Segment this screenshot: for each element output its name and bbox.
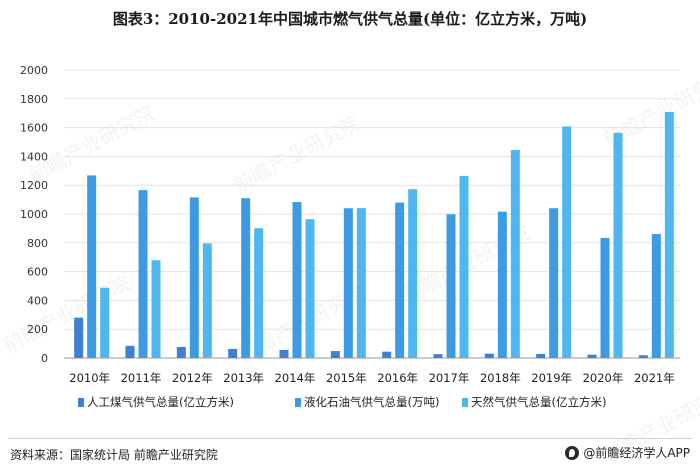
bar <box>638 355 648 358</box>
bar <box>651 234 661 358</box>
bar <box>228 348 238 358</box>
x-tick-label: 2015年 <box>326 371 367 385</box>
x-tick-label: 2013年 <box>223 371 264 385</box>
y-tick-label: 2000 <box>20 64 48 77</box>
bar <box>74 317 84 358</box>
bar <box>446 214 456 358</box>
x-tick-label: 2021年 <box>634 371 675 385</box>
bar <box>138 190 148 358</box>
brand-logo-icon <box>565 445 580 460</box>
grid-lines <box>64 69 680 359</box>
bar <box>587 354 597 358</box>
y-tick-label: 1400 <box>20 150 48 163</box>
x-tick-label: 2018年 <box>480 371 521 385</box>
bars-layer <box>74 112 674 358</box>
bar <box>459 175 469 358</box>
y-tick-label: 0 <box>41 352 48 365</box>
bar <box>536 353 546 358</box>
bar <box>433 354 443 358</box>
bar <box>87 175 97 358</box>
x-axis-ticks: 2010年 2011年 2012年 2013年 2014年 2015年 2016年 2017年… <box>69 371 674 385</box>
watermark-text: 前瞻产业研究院 <box>24 100 159 187</box>
y-tick-label: 1800 <box>20 93 48 106</box>
x-tick-label: 2019年 <box>531 371 572 385</box>
legend: 人工煤气供气总量(亿立方米) 液化石油气供气总量(万吨) 天然气供气总量(亿立方米) <box>78 395 606 409</box>
x-tick-label: 2010年 <box>69 371 110 385</box>
source-note: 资料来源：国家统计局 前瞻产业研究院 <box>10 448 218 462</box>
bar <box>497 211 507 358</box>
bar <box>292 202 302 358</box>
bar <box>510 150 520 358</box>
legend-label: 天然气供气总量(亿立方米) <box>471 395 606 409</box>
bar <box>100 287 110 358</box>
bar <box>484 353 494 358</box>
legend-swatch <box>78 398 84 407</box>
brand-label: @前瞻经济学人APP <box>583 446 690 460</box>
y-tick-label: 1000 <box>20 208 48 221</box>
bar <box>279 349 289 358</box>
bar <box>343 208 353 358</box>
x-tick-label: 2011年 <box>121 371 162 385</box>
y-axis-ticks: 0 200 400 600 800 1000 1200 1400 1600 1800 2000 <box>20 64 48 365</box>
bar <box>241 198 251 358</box>
y-tick-label: 400 <box>27 294 48 307</box>
bar <box>125 345 135 358</box>
bar <box>395 202 405 358</box>
y-tick-label: 600 <box>27 266 48 279</box>
bar <box>664 112 674 358</box>
x-tick-label: 2014年 <box>275 371 316 385</box>
x-tick-label: 2016年 <box>377 371 418 385</box>
footer-divider <box>8 438 692 439</box>
x-tick-label: 2020年 <box>583 371 624 385</box>
bar <box>176 346 186 358</box>
bar <box>189 197 199 358</box>
bar <box>356 208 366 358</box>
bar <box>549 208 559 358</box>
y-tick-label: 1200 <box>20 179 48 192</box>
y-tick-label: 200 <box>27 323 48 336</box>
y-tick-label: 800 <box>27 237 48 250</box>
legend-label: 人工煤气供气总量(亿立方米) <box>87 395 234 409</box>
bar <box>613 132 623 358</box>
bar <box>330 351 340 358</box>
watermark-text: 前瞻产业研究院 <box>0 270 134 357</box>
bar <box>408 189 418 358</box>
watermark-text: 前瞻产业研究院 <box>229 110 364 197</box>
bar <box>254 228 264 358</box>
bar <box>600 237 610 358</box>
bar <box>562 126 572 358</box>
bar <box>382 351 392 358</box>
chart-title: 图表3：2010-2021年中国城市燃气供气总量(单位：亿立方米，万吨) <box>112 10 588 28</box>
x-tick-label: 2017年 <box>429 371 470 385</box>
brand-mark: @前瞻经济学人APP <box>565 444 690 461</box>
legend-swatch <box>295 398 301 407</box>
legend-swatch <box>462 398 468 407</box>
bar <box>305 219 315 358</box>
y-tick-label: 1600 <box>20 122 48 135</box>
x-tick-label: 2012年 <box>172 371 213 385</box>
bar <box>151 260 161 358</box>
legend-label: 液化石油气供气总量(万吨) <box>304 395 439 409</box>
bar <box>202 243 212 358</box>
